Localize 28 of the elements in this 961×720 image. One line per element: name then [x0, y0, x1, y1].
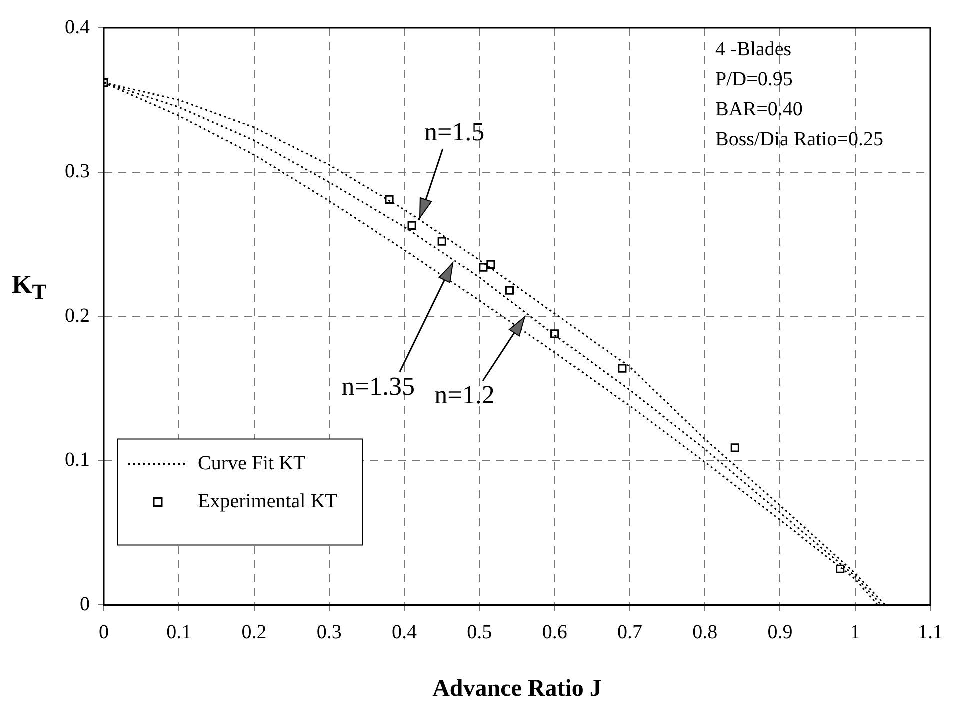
x-tick-label: 0.1 [166, 621, 192, 644]
x-tick-label: 0.2 [242, 621, 267, 644]
y-tick-label: 0.1 [65, 449, 90, 472]
y-tick-label: 0.2 [65, 304, 90, 327]
legend-label: Curve Fit KT [198, 452, 306, 474]
annotation: BAR=0.40 [716, 98, 803, 120]
annotation: n=1.2 [434, 380, 495, 410]
annotation: P/D=0.95 [716, 68, 793, 90]
y-tick-label: 0.4 [65, 16, 90, 38]
legend-label: Experimental KT [198, 490, 338, 512]
x-tick-label: 0.4 [392, 621, 418, 644]
y-axis-title: K$_{T}$ [12, 270, 47, 306]
y-tick-label: 0.3 [65, 160, 90, 183]
x-tick-label: 0.5 [467, 621, 492, 644]
x-tick-label: 1 [850, 621, 860, 644]
annotation: n=1.5 [424, 117, 485, 146]
x-tick-label: 0.7 [617, 621, 642, 644]
x-tick-label: 1.1 [918, 621, 943, 644]
x-tick-label: 0.8 [692, 621, 718, 644]
annotation: 4 -Blades [716, 38, 792, 60]
annotation: Boss/Dia Ratio=0.25 [716, 128, 884, 150]
x-tick-label: 0 [99, 621, 109, 644]
annotation: n=1.35 [342, 372, 415, 402]
x-tick-label: 0.9 [768, 621, 793, 644]
x-tick-label: 0.6 [542, 621, 568, 644]
x-axis-title: Advance Ratio J [432, 676, 602, 702]
y-tick-label: 0 [80, 593, 90, 616]
x-tick-label: 0.3 [316, 621, 342, 644]
